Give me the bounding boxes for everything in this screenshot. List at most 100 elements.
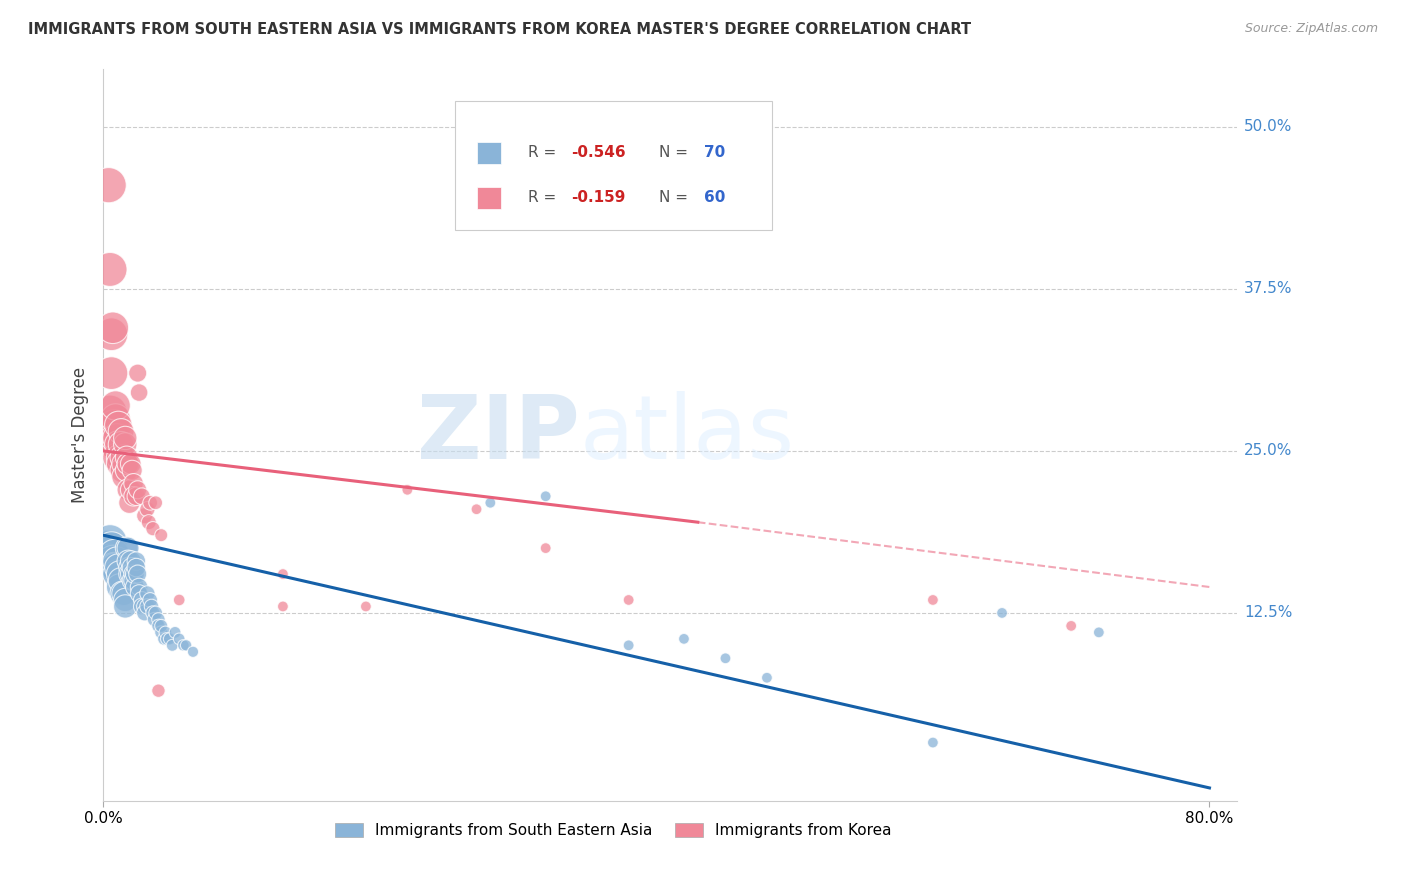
Point: [1060, 619, 1083, 633]
Point: [114, 431, 136, 445]
Point: [100, 541, 122, 555]
Point: [138, 515, 160, 529]
Point: [100, 425, 122, 439]
Point: [115, 541, 138, 555]
Point: [114, 437, 136, 451]
Point: [100, 327, 122, 342]
Text: R =: R =: [529, 190, 567, 205]
Point: [111, 450, 134, 465]
Point: [107, 560, 129, 574]
Point: [1088, 625, 1111, 640]
Point: [101, 437, 124, 451]
Point: [104, 431, 127, 445]
Point: [128, 580, 150, 594]
Point: [153, 632, 176, 646]
Point: [103, 437, 125, 451]
Point: [112, 586, 135, 600]
Point: [108, 567, 131, 582]
Point: [672, 632, 695, 646]
Point: [103, 548, 125, 562]
Point: [105, 431, 128, 445]
Point: [174, 638, 197, 652]
Point: [131, 489, 153, 503]
Point: [112, 470, 135, 484]
Point: [143, 612, 166, 626]
Point: [128, 385, 150, 400]
Point: [103, 560, 125, 574]
Point: [98, 262, 121, 277]
Point: [122, 574, 145, 588]
Point: [134, 508, 156, 523]
Point: [127, 483, 149, 497]
Point: [142, 606, 165, 620]
Point: [111, 463, 134, 477]
Point: [98, 554, 121, 568]
Point: [534, 489, 557, 503]
Text: 12.5%: 12.5%: [1244, 606, 1292, 621]
Point: [105, 450, 128, 465]
Text: Source: ZipAtlas.com: Source: ZipAtlas.com: [1244, 22, 1378, 36]
Point: [117, 541, 139, 555]
Point: [115, 450, 138, 465]
Point: [108, 450, 131, 465]
Point: [117, 554, 139, 568]
Point: [97, 178, 120, 193]
Point: [150, 528, 173, 542]
Point: [117, 483, 139, 497]
Point: [120, 483, 142, 497]
Point: [159, 632, 181, 646]
Point: [479, 496, 502, 510]
Point: [150, 625, 173, 640]
Text: -0.546: -0.546: [571, 145, 626, 161]
Point: [128, 586, 150, 600]
Point: [110, 574, 132, 588]
Point: [107, 437, 129, 451]
Point: [97, 554, 120, 568]
Point: [121, 560, 143, 574]
Y-axis label: Master's Degree: Master's Degree: [72, 367, 89, 503]
Point: [534, 541, 557, 555]
Point: [922, 593, 945, 607]
Point: [181, 645, 204, 659]
Text: 25.0%: 25.0%: [1244, 443, 1292, 458]
Point: [124, 580, 146, 594]
Point: [104, 411, 127, 425]
Point: [122, 476, 145, 491]
Point: [122, 567, 145, 582]
Point: [118, 567, 141, 582]
Point: [127, 567, 149, 582]
Point: [112, 457, 135, 471]
Legend: Immigrants from South Eastern Asia, Immigrants from Korea: Immigrants from South Eastern Asia, Immi…: [329, 817, 897, 845]
Point: [118, 496, 141, 510]
Point: [111, 586, 134, 600]
Text: 70: 70: [704, 145, 725, 161]
Text: N =: N =: [659, 145, 693, 161]
Text: ZIP: ZIP: [416, 392, 579, 478]
Point: [105, 554, 128, 568]
Text: N =: N =: [659, 190, 693, 205]
Point: [991, 606, 1014, 620]
Point: [271, 567, 294, 582]
Point: [617, 638, 640, 652]
Point: [142, 522, 165, 536]
Point: [714, 651, 737, 665]
Point: [120, 554, 142, 568]
Point: [118, 560, 141, 574]
Point: [110, 437, 132, 451]
Bar: [478, 142, 501, 164]
Point: [136, 586, 159, 600]
Point: [167, 593, 190, 607]
Point: [136, 599, 159, 614]
Point: [271, 599, 294, 614]
Point: [134, 599, 156, 614]
Point: [101, 320, 124, 334]
Point: [114, 593, 136, 607]
Point: [139, 593, 162, 607]
Point: [755, 671, 778, 685]
Point: [104, 399, 127, 413]
Point: [172, 638, 194, 652]
Text: 60: 60: [704, 190, 725, 205]
Point: [145, 606, 167, 620]
Point: [125, 554, 148, 568]
Point: [145, 496, 167, 510]
